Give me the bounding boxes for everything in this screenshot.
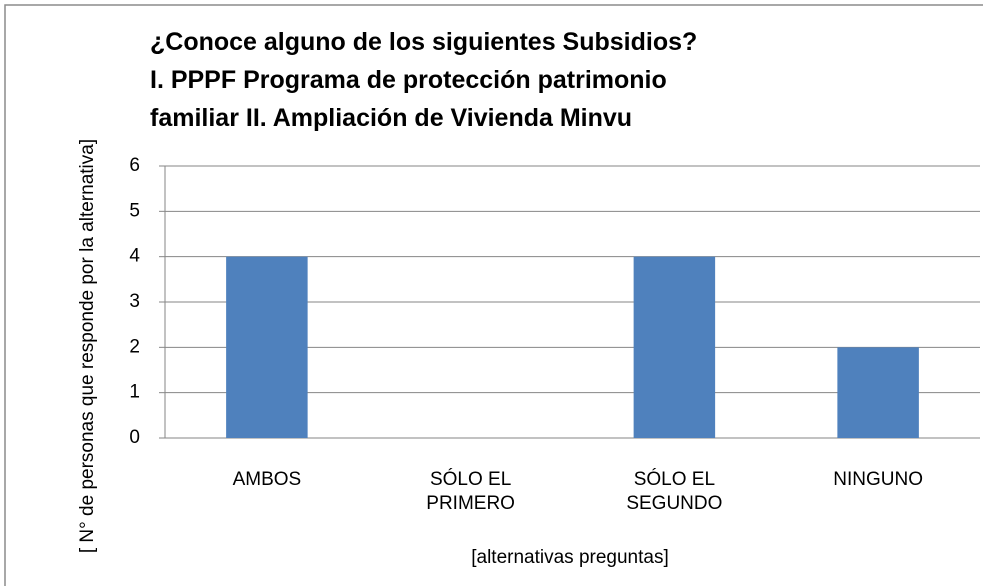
y-tick-label: 0 bbox=[129, 427, 140, 448]
x-tick-label: SÓLO EL PRIMERO bbox=[426, 469, 515, 514]
chart-title: familiar II. Ampliación de Vivienda Minv… bbox=[150, 104, 633, 132]
y-tick-label: 4 bbox=[129, 246, 140, 267]
y-tick-label: 2 bbox=[129, 336, 140, 357]
x-axis-label: [alternativas preguntas] bbox=[471, 547, 669, 568]
y-tick-label: 3 bbox=[129, 291, 140, 312]
x-tick-label: SÓLO EL SEGUNDO bbox=[626, 469, 723, 514]
y-axis-label: [ N° de personas que responde por la alt… bbox=[77, 138, 98, 554]
chart-title: ¿Conoce alguno de los siguientes Subsidi… bbox=[150, 28, 698, 56]
y-tick-label: 6 bbox=[129, 155, 140, 176]
bar bbox=[837, 347, 919, 438]
bar bbox=[226, 256, 308, 438]
y-tick-label: 5 bbox=[129, 200, 140, 221]
x-tick-label: AMBOS bbox=[232, 469, 302, 490]
y-tick-label: 1 bbox=[129, 382, 140, 403]
chart-border bbox=[4, 4, 983, 586]
x-tick-label: NINGUNO bbox=[833, 469, 923, 490]
bar bbox=[633, 256, 716, 438]
chart-title: I. PPPF Programa de protección patrimoni… bbox=[150, 66, 667, 94]
